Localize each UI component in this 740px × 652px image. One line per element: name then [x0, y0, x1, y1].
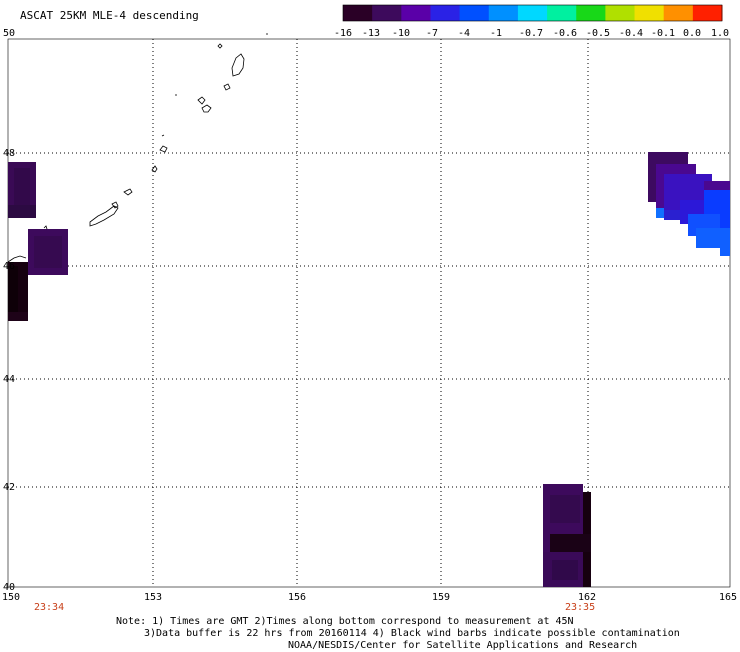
- colorbar: -16 -13 -10 -7 -4 -1 -0.7 -0.6 -0.5 -0.4…: [334, 4, 729, 39]
- data-cell: [8, 312, 28, 321]
- colorbar-label: -16: [334, 28, 352, 39]
- lat-label: 44: [3, 374, 15, 385]
- colorbar-labels: -16 -13 -10 -7 -4 -1 -0.7 -0.6 -0.5 -0.4…: [334, 28, 729, 39]
- island-outline: [123, 188, 133, 196]
- notes-line-1: Note: 1) Times are GMT 2)Times along bot…: [116, 616, 574, 627]
- island-outline: [159, 145, 168, 153]
- colorbar-label: -13: [362, 28, 380, 39]
- colorbar-label: 0.0: [683, 28, 701, 39]
- colorbar-border: [342, 4, 723, 22]
- graticule: [8, 39, 730, 587]
- lat-label: 40: [3, 582, 15, 593]
- colorbar-swatch: [430, 5, 461, 21]
- colorbar-label: -0.1: [651, 28, 675, 39]
- data-cell: [720, 228, 730, 256]
- colorbar-label: -0.5: [586, 28, 610, 39]
- colorbar-swatch: [488, 5, 519, 21]
- notes-line-2: 3)Data buffer is 22 hrs from 20160114 4)…: [144, 628, 680, 639]
- colorbar-swatch: [401, 5, 431, 21]
- lon-label: 150: [2, 592, 20, 603]
- colorbar-swatch: [576, 5, 606, 21]
- colorbar-label: -0.6: [553, 28, 577, 39]
- lat-label: 46: [3, 261, 15, 272]
- colorbar-label: -1: [490, 28, 502, 39]
- coastline: [7, 33, 268, 263]
- island-outline: [151, 165, 158, 173]
- latitude-labels: 50 48 46 44 42 40: [3, 28, 15, 593]
- colorbar-label: -4: [458, 28, 470, 39]
- island-outline: [223, 83, 231, 91]
- time-label: 23:35: [565, 602, 595, 613]
- island-outline: [111, 201, 119, 209]
- colorbar-label: -10: [392, 28, 410, 39]
- lon-label: 156: [288, 592, 306, 603]
- lat-label: 50: [3, 28, 15, 39]
- colorbar-label: -0.7: [519, 28, 543, 39]
- map-frame: [7, 38, 731, 588]
- island-outline: [231, 53, 245, 77]
- data-cell: [550, 534, 591, 552]
- time-labels: 23:34 23:35: [34, 602, 595, 613]
- colorbar-label: 1.0: [711, 28, 729, 39]
- colorbar-swatch: [459, 5, 490, 21]
- colorbar-swatch: [343, 5, 373, 21]
- island-outline: [43, 225, 48, 230]
- data-cell: [14, 168, 30, 212]
- island-outline: [217, 43, 223, 49]
- colorbar-swatch: [605, 5, 636, 21]
- data-cell: [34, 236, 62, 268]
- data-cell: [552, 560, 578, 580]
- map-title: ASCAT 25KM MLE-4 descending: [20, 9, 199, 22]
- lon-label: 153: [144, 592, 162, 603]
- colorbar-label: -7: [426, 28, 438, 39]
- colorbar-label: -0.4: [619, 28, 643, 39]
- data-cell: [8, 266, 18, 312]
- time-label: 23:34: [34, 602, 64, 613]
- colorbar-swatches: [342, 4, 723, 22]
- lon-label: 165: [719, 592, 737, 603]
- data-cell: [8, 205, 36, 218]
- lat-label: 42: [3, 482, 15, 493]
- colorbar-swatch: [663, 5, 694, 21]
- data-cell: [550, 495, 580, 523]
- colorbar-swatch: [692, 5, 723, 21]
- colorbar-swatch: [634, 5, 665, 21]
- colorbar-swatch: [547, 5, 577, 21]
- island-outline: [89, 205, 119, 227]
- lon-label: 162: [578, 592, 596, 603]
- colorbar-swatch: [372, 5, 402, 21]
- colorbar-swatch: [517, 5, 548, 21]
- lon-label: 159: [432, 592, 450, 603]
- island-outline: [7, 255, 27, 263]
- data-cell: [656, 208, 664, 218]
- wind-data-cells: [8, 152, 730, 587]
- notes-line-3: NOAA/NESDIS/Center for Satellite Applica…: [288, 640, 638, 651]
- data-cell: [696, 228, 720, 248]
- island-outline: [197, 96, 206, 105]
- longitude-labels: 150 153 156 159 162 165: [2, 592, 737, 603]
- lat-label: 48: [3, 148, 15, 159]
- island-outline: [161, 134, 165, 137]
- island-outline: [201, 104, 212, 113]
- data-cell: [664, 210, 680, 220]
